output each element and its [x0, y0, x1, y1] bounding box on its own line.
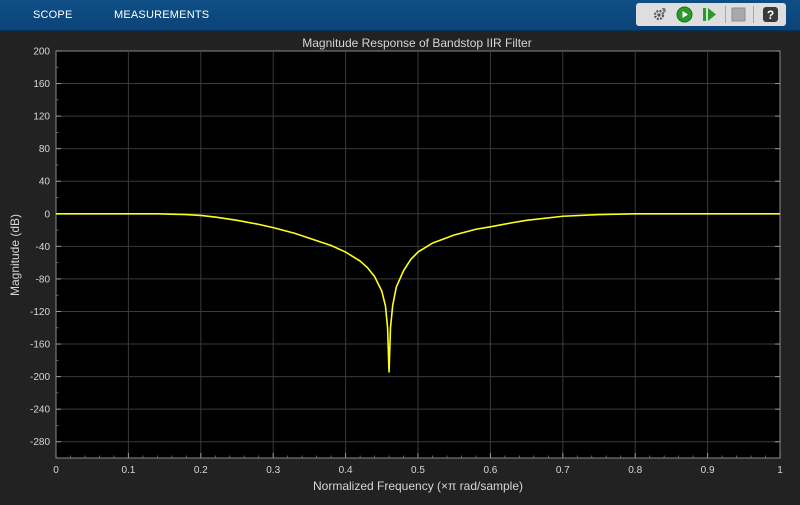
plot-area: Magnitude Response of Bandstop IIR Filte…	[0, 31, 800, 500]
tab-measurements[interactable]: MEASUREMENTS	[114, 9, 210, 21]
y-tick-label: -160	[30, 340, 50, 351]
x-tick-label: 0.7	[556, 465, 570, 476]
settings-button[interactable]	[650, 5, 669, 24]
x-tick-labels: 0 0.1 0.2 0.3 0.4 0.5 0.6 0.7 0.8 0.9 1	[53, 465, 783, 476]
y-tick-label: -200	[30, 372, 50, 383]
run-button[interactable]	[675, 5, 694, 24]
y-tick-label: 0	[44, 209, 50, 220]
x-tick-label: 0.1	[121, 465, 135, 476]
run-icon	[676, 6, 693, 23]
y-tick-label: 160	[33, 79, 50, 90]
y-tick-label: 40	[39, 177, 51, 188]
magnitude-response-chart[interactable]: Magnitude Response of Bandstop IIR Filte…	[0, 31, 800, 500]
grid	[56, 51, 780, 458]
scope-toolbar: ?	[636, 3, 786, 26]
magnitude-trace	[56, 213, 780, 373]
y-tick-label: -240	[30, 405, 50, 416]
y-tick-label: 200	[33, 47, 50, 58]
help-icon-glyph: ?	[767, 8, 774, 22]
x-tick-label: 0.9	[701, 465, 715, 476]
step-forward-icon	[703, 8, 716, 21]
y-tick-label: -280	[30, 437, 50, 448]
toolstrip: SCOPE MEASUREMENTS	[0, 0, 800, 31]
help-icon: ?	[763, 7, 778, 22]
stop-button[interactable]	[729, 5, 748, 24]
toolbar-separator	[725, 6, 726, 23]
x-tick-label: 0.4	[339, 465, 353, 476]
y-tick-label: -40	[36, 242, 51, 253]
x-tick-label: 0.6	[483, 465, 497, 476]
settings-gear-icon	[653, 7, 666, 20]
y-tick-label: -80	[36, 274, 51, 285]
x-tick-label: 0.8	[628, 465, 642, 476]
x-tick-label: 0.2	[194, 465, 208, 476]
y-tick-label: 80	[39, 144, 51, 155]
x-tick-label: 1	[777, 465, 783, 476]
y-tick-label: -120	[30, 307, 50, 318]
y-tick-label: 120	[33, 112, 50, 123]
toolbar-separator	[753, 6, 754, 23]
x-tick-label: 0.3	[266, 465, 280, 476]
y-axis-label: Magnitude (dB)	[8, 214, 22, 296]
help-button[interactable]: ?	[761, 5, 780, 24]
tab-scope[interactable]: SCOPE	[33, 9, 73, 21]
x-tick-label: 0.5	[411, 465, 425, 476]
y-tick-labels: 200 160 120 80 40 0 -40 -80 -120 -160 -200 -240 -280	[30, 47, 50, 449]
stop-icon	[731, 7, 746, 22]
x-axis-label: Normalized Frequency (×π rad/sample)	[313, 479, 523, 493]
x-tick-label: 0	[53, 465, 59, 476]
step-forward-button[interactable]	[700, 5, 719, 24]
chart-title: Magnitude Response of Bandstop IIR Filte…	[302, 36, 531, 50]
